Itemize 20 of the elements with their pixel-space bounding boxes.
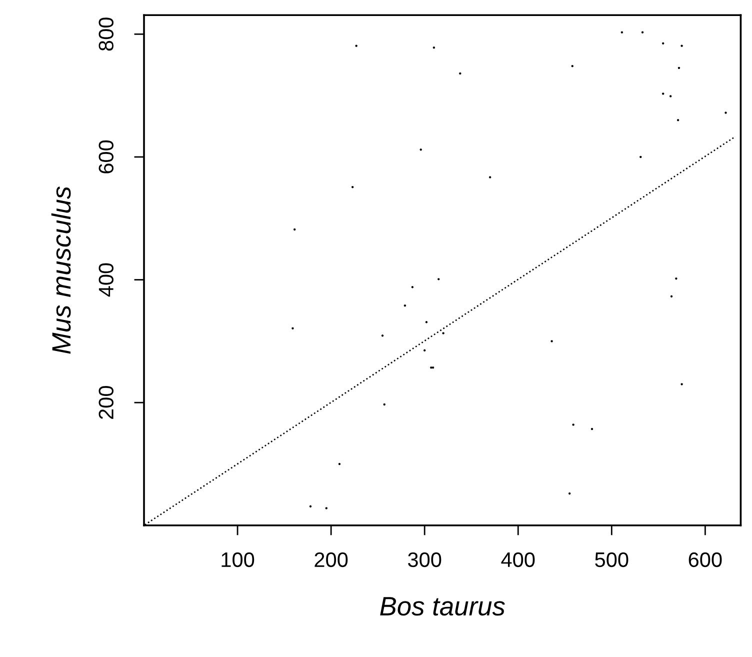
y-axis-title: Mus musculus [51,186,71,354]
x-tick-label: 400 [501,552,535,568]
point [568,492,571,495]
point [293,228,296,231]
y-tick-label: 600 [98,140,114,174]
point [351,186,354,188]
point [590,428,594,430]
x-tick-label: 300 [408,552,442,568]
y-tick-label: 800 [98,18,114,51]
point [432,366,434,369]
y-tick-label: 400 [98,263,114,297]
x-axis-title: Bos taurus [380,597,505,616]
x-tick-label: 100 [222,552,254,568]
x-tick-label: 500 [595,552,628,568]
point [678,66,680,70]
point [338,462,341,466]
point [404,304,406,307]
x-tick-label: 200 [314,552,348,568]
y-tick-label: 200 [98,386,114,419]
x-tick-label: 600 [688,552,722,568]
